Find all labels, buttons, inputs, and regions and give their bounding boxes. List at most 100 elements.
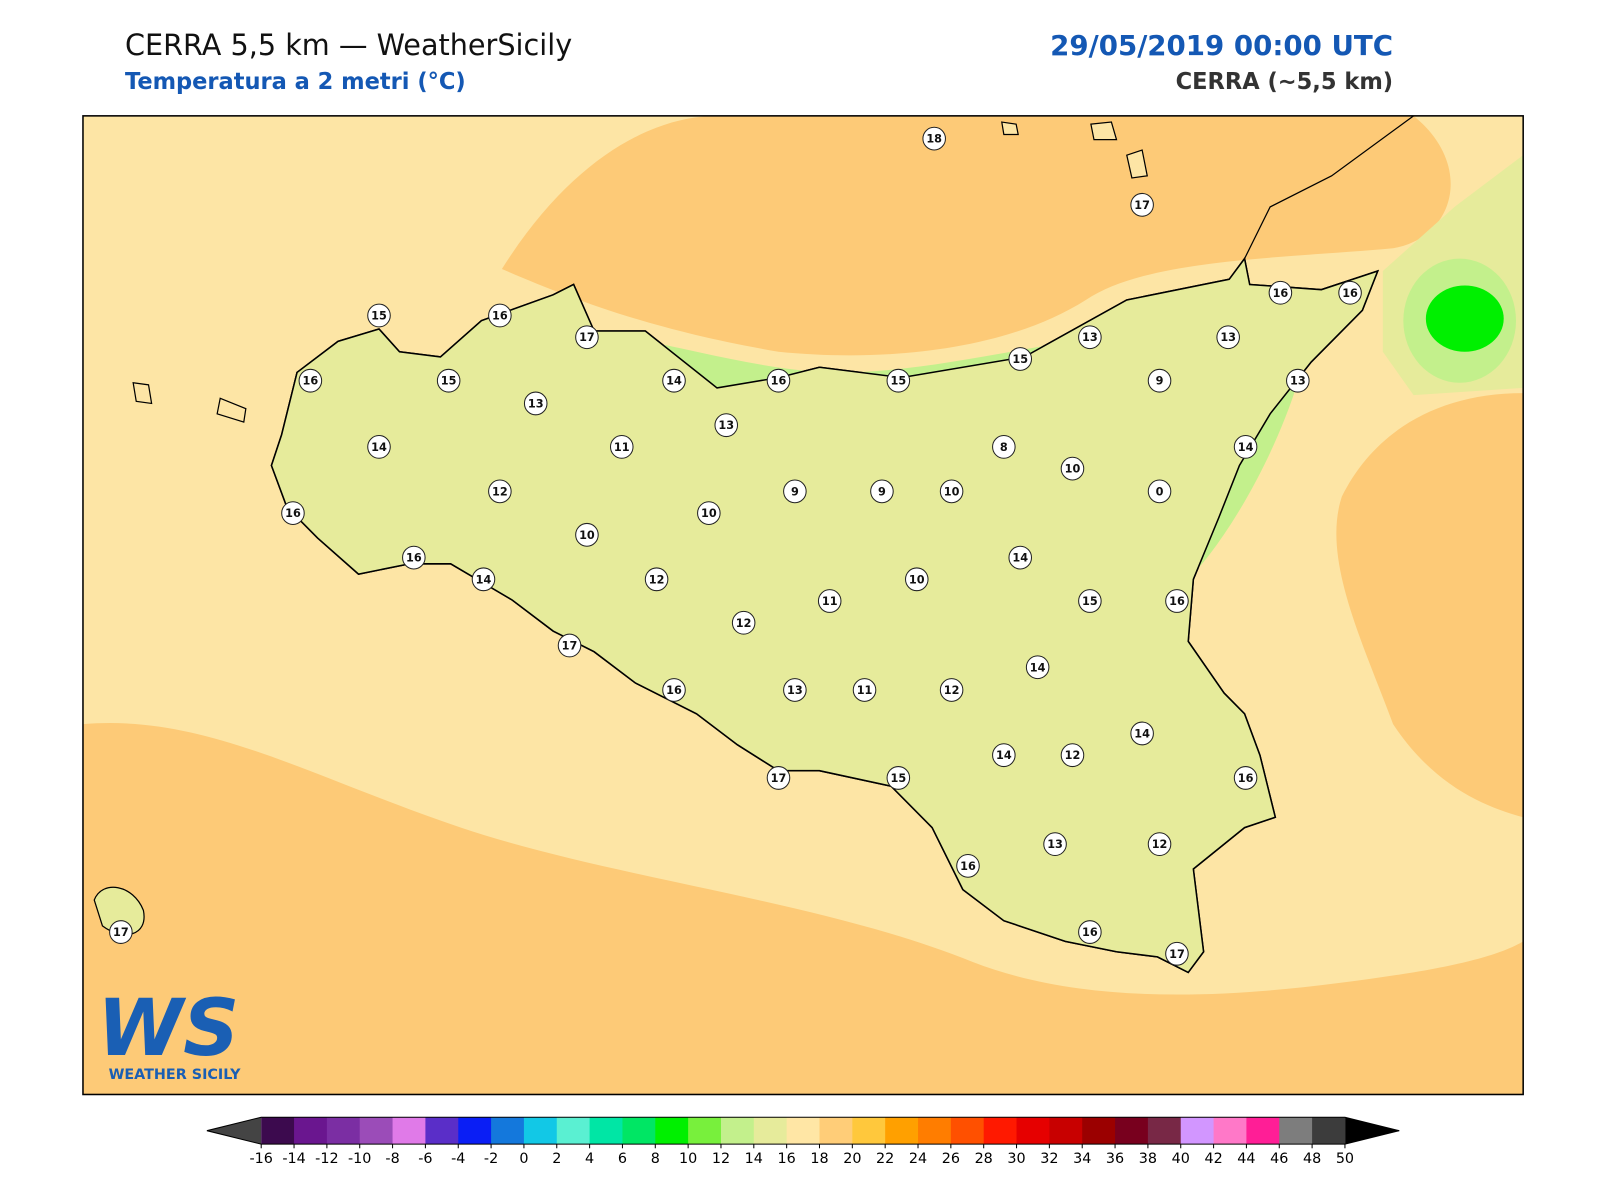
station: 8 <box>992 435 1016 459</box>
colorbar-swatch <box>1213 1117 1247 1145</box>
station-value: 12 <box>649 572 665 586</box>
station-marker <box>1078 589 1102 613</box>
colorbar-tick-label: 28 <box>975 1151 993 1167</box>
coastline <box>1244 115 1414 259</box>
station-marker <box>609 435 634 459</box>
station-marker <box>471 567 496 592</box>
station: 16 <box>281 501 305 525</box>
date: 29/05/2019 00:00 UTC <box>1050 29 1393 62</box>
station: 16 <box>1268 280 1293 305</box>
station-value: 16 <box>771 374 787 388</box>
station: 10 <box>939 479 964 504</box>
station-value: 16 <box>1082 925 1098 939</box>
colorbar-tick-label: 20 <box>843 1151 861 1167</box>
station: 17 <box>1165 941 1189 966</box>
colorbar-tick-label: 46 <box>1270 1151 1288 1167</box>
station-value: 16 <box>1238 771 1254 785</box>
station-marker <box>1060 743 1085 768</box>
colorbar-tick-label: 2 <box>552 1151 561 1167</box>
station-marker <box>992 743 1016 768</box>
station-value: 13 <box>787 683 803 697</box>
colorbar-tick-label: -8 <box>385 1151 399 1167</box>
logo-text: WEATHER SICILY <box>109 1067 242 1083</box>
station-value: 15 <box>1012 352 1028 366</box>
station-marker <box>1147 832 1172 857</box>
station-value: 9 <box>791 484 799 498</box>
station-marker <box>992 435 1016 459</box>
colorbar-swatch <box>983 1117 1018 1145</box>
station-marker <box>1165 589 1189 613</box>
station-marker <box>1043 832 1067 857</box>
colorbar-swatch <box>720 1117 755 1145</box>
station-marker <box>714 413 739 438</box>
station-value: 0 <box>1156 484 1164 498</box>
colorbar-swatch <box>458 1117 492 1145</box>
station-value: 17 <box>562 638 578 652</box>
station-marker <box>575 325 599 350</box>
station: 14 <box>992 743 1016 768</box>
station: 16 <box>402 545 426 570</box>
colorbar-swatch <box>1246 1117 1280 1145</box>
station-value: 13 <box>1047 837 1063 851</box>
station-marker <box>1233 435 1258 459</box>
station-marker <box>367 435 391 459</box>
station-marker <box>870 479 894 504</box>
station-marker <box>904 567 929 592</box>
colorbar-swatch <box>1147 1117 1182 1145</box>
station-value: 11 <box>614 440 630 454</box>
colorbar-swatch <box>786 1117 821 1145</box>
colorbar-swatch <box>655 1117 689 1145</box>
station: 14 <box>1233 435 1258 459</box>
logo-mark: WS <box>97 983 239 1074</box>
station-marker <box>886 368 911 393</box>
station-value: 15 <box>890 771 906 785</box>
station-marker <box>1025 655 1050 680</box>
station-marker <box>488 303 512 328</box>
station: 16 <box>766 368 791 393</box>
title: CERRA 5,5 km — WeatherSicily <box>125 28 572 62</box>
station: 10 <box>575 522 599 547</box>
colorbar-tick-label: 38 <box>1139 1151 1157 1167</box>
station: 15 <box>1008 347 1033 371</box>
station-value: 17 <box>771 771 787 785</box>
colorbar-tick-label: 26 <box>942 1151 960 1167</box>
station-value: 15 <box>1082 594 1098 608</box>
station: 13 <box>1043 832 1067 857</box>
colorbar-swatch <box>819 1117 853 1145</box>
station: 12 <box>939 678 964 702</box>
station: 15 <box>1078 589 1102 613</box>
station-marker <box>697 501 721 525</box>
station-value: 15 <box>441 374 457 388</box>
station-value: 13 <box>1220 330 1236 344</box>
station-value: 16 <box>960 859 976 873</box>
station: 17 <box>1130 192 1154 217</box>
station-marker <box>644 567 669 592</box>
colorbar-swatch <box>1115 1117 1149 1145</box>
station-value: 14 <box>666 374 682 388</box>
colorbar-swatch <box>1016 1117 1050 1145</box>
station-marker <box>1338 280 1362 305</box>
station-value: 14 <box>476 572 492 586</box>
station-value: 8 <box>1000 440 1008 454</box>
station: 13 <box>1286 368 1310 393</box>
station: 9 <box>870 479 894 504</box>
map: 18 17 15 16 17 16 16 16 15 14 16 15 15 13 13 9 13 13 13 14 1… <box>82 115 1524 1095</box>
station-marker <box>922 126 946 151</box>
station-value: 14 <box>996 748 1012 762</box>
station-value: 9 <box>1156 374 1164 388</box>
station-value: 16 <box>666 683 682 697</box>
station-marker <box>1008 545 1033 570</box>
station-value: 16 <box>492 308 508 322</box>
station-value: 10 <box>1065 462 1081 476</box>
station-value: 10 <box>579 528 595 542</box>
colorbar-swatch <box>918 1117 952 1145</box>
station-value: 18 <box>926 132 942 146</box>
colorbar-swatch <box>392 1117 426 1145</box>
station: 13 <box>1078 325 1102 350</box>
colorbar-swatch <box>294 1117 328 1145</box>
colorbar-swatch <box>589 1117 623 1145</box>
station-value: 15 <box>890 374 906 388</box>
colorbar-under <box>206 1117 262 1145</box>
